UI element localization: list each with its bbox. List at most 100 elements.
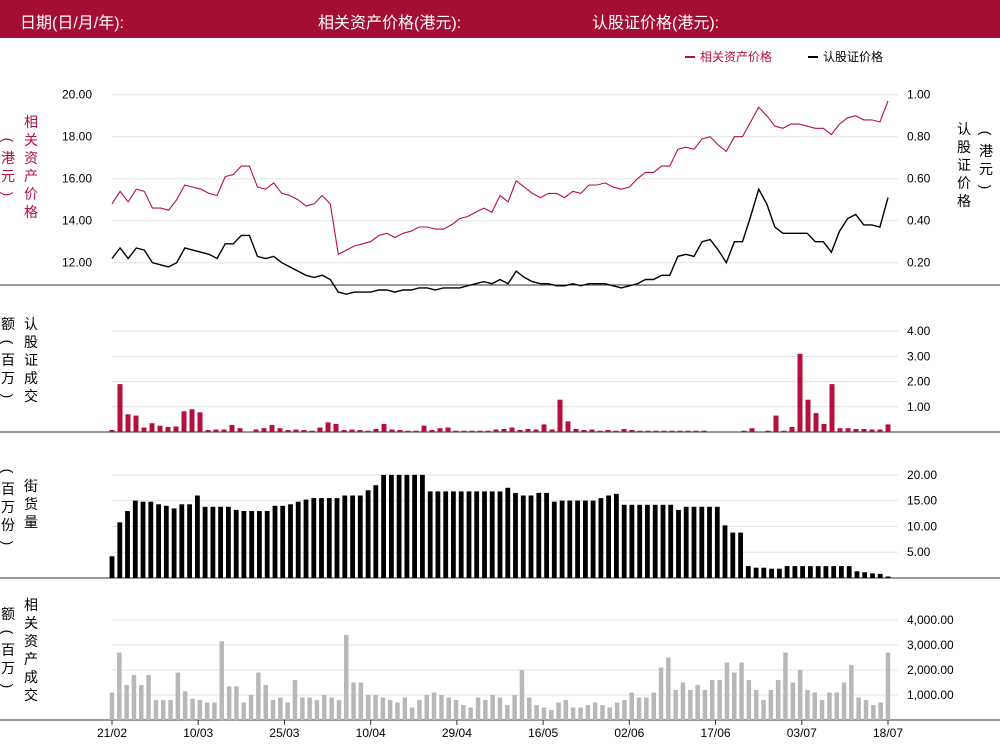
outstanding-bar bbox=[420, 474, 425, 578]
outstanding-bar bbox=[412, 474, 417, 578]
asset-turnover-bar bbox=[146, 675, 151, 720]
x-axis-tick-label: 02/06 bbox=[614, 726, 644, 740]
outstanding-bar bbox=[303, 499, 309, 578]
asset-turnover-bar bbox=[461, 705, 466, 720]
right-axis-label-char: 股 bbox=[957, 139, 971, 155]
warrant-turnover-bar bbox=[533, 429, 539, 432]
warrant-turnover-bar bbox=[181, 411, 187, 432]
warrant-turnover-tick-label: 1.00 bbox=[907, 400, 931, 414]
warrant-turnover-bar bbox=[493, 429, 499, 432]
warrant-turnover-bar bbox=[621, 429, 627, 432]
outstanding-bar bbox=[427, 491, 433, 578]
outstanding-bar bbox=[559, 500, 565, 578]
outstanding-bar bbox=[513, 492, 518, 578]
outstanding-bar bbox=[629, 504, 635, 578]
asset-turnover-bar bbox=[527, 697, 532, 720]
warrant-turnover-bar bbox=[573, 429, 579, 432]
outstanding-bar bbox=[319, 498, 324, 578]
outstanding-bar bbox=[777, 568, 782, 578]
outstanding-bar bbox=[792, 566, 798, 578]
warrant-turnover-axis-label-unit-char: 百 bbox=[1, 352, 15, 368]
outstanding-bar bbox=[505, 487, 511, 578]
warrant-turnover-bar bbox=[837, 428, 843, 432]
warrant-turnover-bar bbox=[189, 409, 195, 432]
asset-turnover-bar bbox=[453, 700, 459, 720]
warrant-turnover-bar bbox=[389, 429, 395, 432]
outstanding-bar bbox=[590, 500, 596, 578]
outstanding-bar bbox=[637, 504, 643, 578]
asset-turnover-bar bbox=[248, 695, 254, 720]
warrant-turnover-bar bbox=[597, 430, 603, 432]
warrant-turnover-bar bbox=[749, 428, 755, 432]
x-axis-tick-label: 29/04 bbox=[442, 726, 472, 740]
asset-turnover-bar bbox=[629, 692, 634, 720]
asset-turnover-bar bbox=[431, 692, 437, 720]
warrant-turnover-bar bbox=[581, 430, 587, 432]
warrant-turnover-bar bbox=[477, 430, 483, 432]
asset-turnover-bar bbox=[614, 702, 620, 720]
date-label: 日期(日/月/年): bbox=[20, 15, 124, 32]
outstanding-bar bbox=[645, 504, 650, 578]
asset-turnover-tick-label: 1,000.00 bbox=[907, 688, 954, 702]
asset-turnover-bar bbox=[292, 680, 298, 720]
warrant-turnover-bar bbox=[141, 427, 147, 432]
outstanding-bar bbox=[125, 511, 130, 578]
right-axis-tick-label: 0.20 bbox=[907, 256, 931, 270]
warrant-turnover-axis-label-unit-char: 万 bbox=[1, 370, 15, 386]
left-axis-label-char: 相 bbox=[24, 114, 38, 130]
outstanding-bar bbox=[311, 498, 317, 578]
x-axis-tick-label: 03/07 bbox=[787, 726, 817, 740]
asset-turnover-bar bbox=[373, 695, 378, 720]
outstanding-bar bbox=[885, 576, 891, 578]
asset-turnover-bar bbox=[190, 698, 195, 721]
asset-turnover-bar bbox=[534, 705, 539, 720]
asset-turnover-bar bbox=[446, 697, 451, 720]
asset-turnover-bar bbox=[885, 652, 891, 720]
x-axis-tick-label: 25/03 bbox=[269, 726, 299, 740]
asset-turnover-bar bbox=[746, 680, 752, 720]
warrant-turnover-bar bbox=[109, 430, 115, 432]
asset-turnover-bar bbox=[739, 662, 744, 720]
asset-turnover-bar bbox=[497, 697, 503, 720]
asset-turnover-bar bbox=[805, 690, 810, 720]
asset-turnover-bar bbox=[402, 697, 408, 720]
outstanding-axis-label-unit-char: 百 bbox=[1, 481, 15, 497]
right-axis-tick-label: 1.00 bbox=[907, 88, 931, 102]
asset-turnover-bar bbox=[658, 667, 664, 720]
outstanding-bar bbox=[140, 501, 146, 578]
asset-turnover-tick-label: 2,000.00 bbox=[907, 663, 954, 677]
warrant-turnover-bar bbox=[157, 425, 163, 432]
left-axis-tick-label: 20.00 bbox=[62, 88, 92, 102]
left-axis-label-char: 产 bbox=[24, 168, 38, 184]
warrant-price-line bbox=[111, 187, 889, 295]
outstanding-bar bbox=[187, 504, 192, 578]
outstanding-bar bbox=[249, 511, 255, 578]
asset-turnover-axis-label-unit-char: ( bbox=[0, 630, 16, 635]
asset-turnover-bar bbox=[585, 705, 591, 720]
right-axis-label-char: 价 bbox=[957, 175, 971, 191]
warrant-turnover-bar bbox=[125, 414, 131, 432]
outstanding-bar bbox=[257, 511, 262, 578]
asset-turnover-bar bbox=[644, 697, 649, 720]
asset-turnover-bar bbox=[329, 697, 334, 720]
asset-turnover-bar bbox=[710, 680, 715, 720]
asset-turnover-bar bbox=[702, 690, 708, 720]
warrant-turnover-bar bbox=[445, 427, 451, 432]
asset-turnover-bar bbox=[724, 662, 730, 720]
outstanding-bar bbox=[350, 495, 355, 578]
asset-turnover-bar bbox=[226, 686, 232, 721]
outstanding-bar bbox=[466, 491, 472, 578]
x-axis-tick-label: 18/07 bbox=[873, 726, 903, 740]
outstanding-bar bbox=[707, 506, 712, 578]
outstanding-bar bbox=[598, 498, 604, 578]
asset-turnover-bar bbox=[717, 680, 722, 720]
outstanding-bar bbox=[520, 495, 526, 578]
left-axis-label-unit-char: 港 bbox=[1, 150, 15, 166]
asset-turnover-axis-label-char: 成 bbox=[24, 669, 38, 685]
warrant-turnover-bar bbox=[373, 429, 379, 432]
asset-turnover-bar bbox=[168, 700, 173, 720]
asset-turnover-bar bbox=[505, 705, 510, 720]
asset-turnover-bar bbox=[139, 685, 144, 720]
warrant-price-label: 认股证价格(港元): bbox=[592, 15, 720, 32]
outstanding-bar bbox=[676, 509, 681, 578]
